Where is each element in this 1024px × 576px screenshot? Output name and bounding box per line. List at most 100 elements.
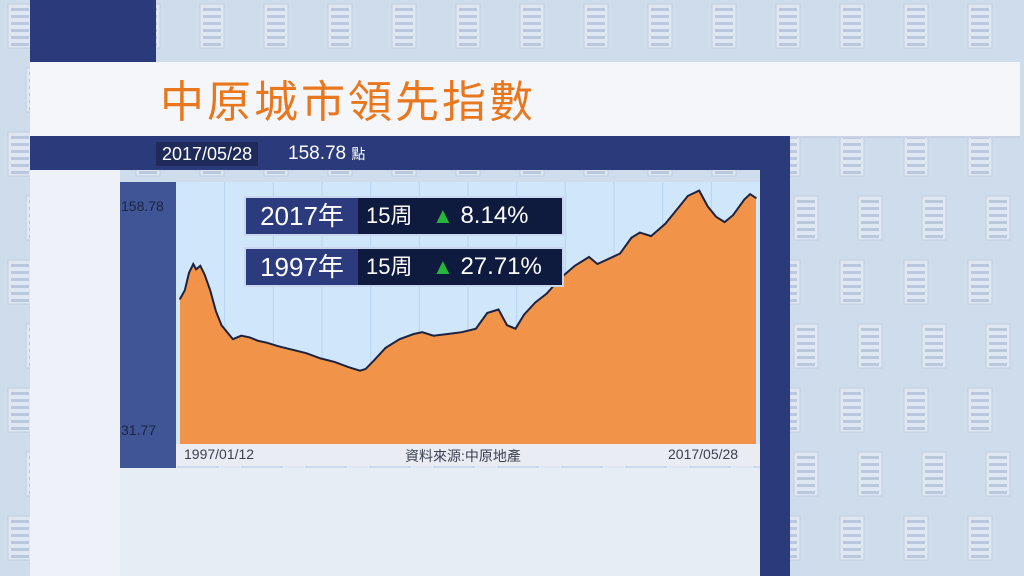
building-tile [7,131,33,177]
building-tile [967,3,993,49]
building-tile [857,323,883,369]
building-tile [967,515,993,561]
data-point [373,359,375,361]
stat-row-1997: 1997年 15周 ▲ 27.71% [244,247,564,287]
building-tile [985,195,1011,241]
data-point [179,298,181,300]
building-tile [921,451,947,497]
data-point [364,368,367,370]
index-value-number: 158.78 [288,143,347,164]
building-tile [7,515,33,561]
data-point [514,327,517,330]
building-tile [583,3,609,49]
building-tile [967,259,993,305]
building-tile [839,131,865,177]
bottom-area [120,468,760,576]
data-point [203,273,206,276]
data-point [226,331,228,333]
data-point [461,331,463,333]
building-tile [647,3,673,49]
data-point [497,308,500,311]
data-point [650,235,652,237]
building-tile [7,259,33,305]
data-point [220,324,223,326]
building-tile [967,131,993,177]
index-value: 158.78 點 [288,142,365,166]
data-point [588,256,590,258]
index-area-fill [180,190,756,444]
data-point [184,289,186,292]
data-point [199,265,202,267]
data-point [384,347,387,349]
data-point [359,369,361,372]
data-point [749,193,751,195]
data-point [545,292,548,295]
data-point [277,345,279,347]
building-tile [839,515,865,561]
building-tile [903,387,929,433]
top-frame-block [30,0,156,62]
building-tile [839,259,865,305]
stat-change-value: 8.14% [460,202,529,229]
building-tile [455,3,481,49]
data-point [698,189,700,192]
x-tick-label-start: 1997/01/12 [184,446,255,462]
up-triangle-icon: ▲ [432,254,454,279]
building-tile [839,3,865,49]
building-tile [7,387,33,433]
stat-year: 2017年 [246,198,358,234]
data-point [732,214,734,216]
data-point [743,198,746,201]
data-point [333,361,336,363]
building-tile [793,323,819,369]
data-point [675,209,678,211]
building-tile [199,3,225,49]
data-point [319,357,322,360]
data-point [215,310,217,312]
data-point [291,348,293,351]
data-point [523,313,525,316]
building-tile [519,3,545,49]
building-tile [985,323,1011,369]
data-point [596,263,599,265]
data-point [619,252,621,255]
building-tile [857,195,883,241]
building-tile [793,451,819,497]
index-value-unit: 點 [351,146,366,162]
data-point [755,197,757,199]
data-point [715,216,717,218]
building-tile [903,131,929,177]
data-point [249,336,251,339]
data-point [639,231,641,234]
data-point [188,272,190,274]
title-bar [30,62,1020,138]
data-point [305,352,308,354]
building-tile [857,451,883,497]
building-tile [903,3,929,49]
building-tile [921,195,947,241]
stat-year: 1997年 [246,249,358,285]
data-point [347,366,350,368]
building-tile [775,3,801,49]
data-point [192,263,195,265]
data-point [432,334,435,337]
building-tile [327,3,353,49]
index-line [179,189,757,372]
data-point [195,268,197,271]
data-point [209,289,211,292]
data-point [421,331,423,333]
stat-change-value: 27.71% [460,253,542,280]
y-axis-column [120,182,176,468]
index-date: 2017/05/28 [156,142,259,166]
stat-change: ▲ 8.14% [432,198,562,234]
data-point [257,340,260,342]
data-source: 資料來源:中原地產 [405,448,521,464]
page-title: 中原城市領先指數 [160,77,536,128]
info-bar [30,136,790,170]
x-axis-bar [176,444,760,466]
data-point [706,205,709,208]
building-tile [793,195,819,241]
data-point [664,223,667,225]
building-tile [903,259,929,305]
stat-row-2017: 2017年 15周 ▲ 8.14% [244,196,564,236]
